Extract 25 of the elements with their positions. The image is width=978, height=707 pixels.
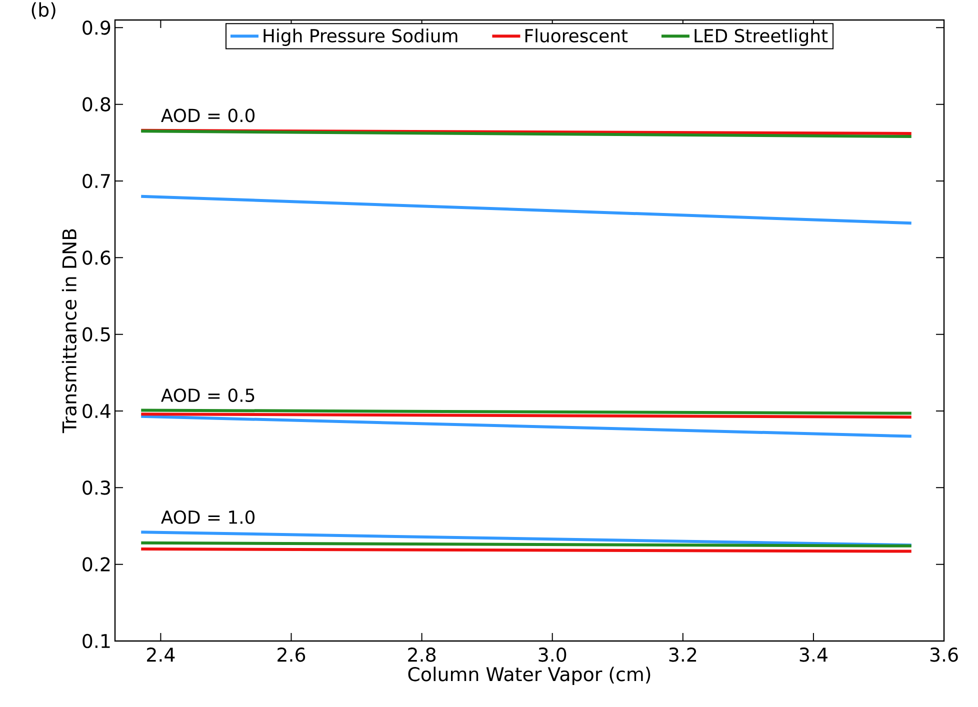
x-tick-label: 2.6 [278, 648, 306, 662]
y-tick-label: 0.1 [82, 634, 110, 648]
annotation: AOD = 0.0 [161, 108, 255, 122]
legend-label: High Pressure Sodium [264, 28, 458, 46]
y-tick-label: 0.4 [82, 404, 110, 418]
y-tick-label: 0.7 [82, 174, 110, 188]
x-tick-label: 2.8 [408, 648, 436, 662]
x-tick-label: 3.0 [538, 648, 566, 662]
y-tick-label: 0.5 [82, 327, 110, 342]
y-tick-label: 0.2 [82, 557, 110, 572]
y-tick-label: 0.9 [82, 20, 110, 35]
x-tick-label: 3.4 [800, 648, 828, 662]
x-axis-title: Column Water Vapor (cm) [408, 666, 650, 685]
annotation: AOD = 0.5 [161, 388, 254, 402]
y-tick-label: 0.3 [82, 480, 110, 495]
y-tick-label: 0.6 [82, 250, 110, 265]
x-tick-label: 3.6 [930, 648, 958, 662]
legend-label: Fluorescent [525, 28, 628, 42]
x-tick-label: 2.4 [147, 648, 175, 662]
y-tick-label: 0.8 [82, 97, 110, 112]
y-axis-title: Transmittance in DNB [62, 229, 77, 434]
x-tick-label: 3.2 [669, 648, 696, 662]
annotation: AOD = 1.0 [161, 510, 255, 524]
chart-title: (b) [32, 2, 56, 20]
legend-label: LED Streetlight [694, 28, 828, 46]
